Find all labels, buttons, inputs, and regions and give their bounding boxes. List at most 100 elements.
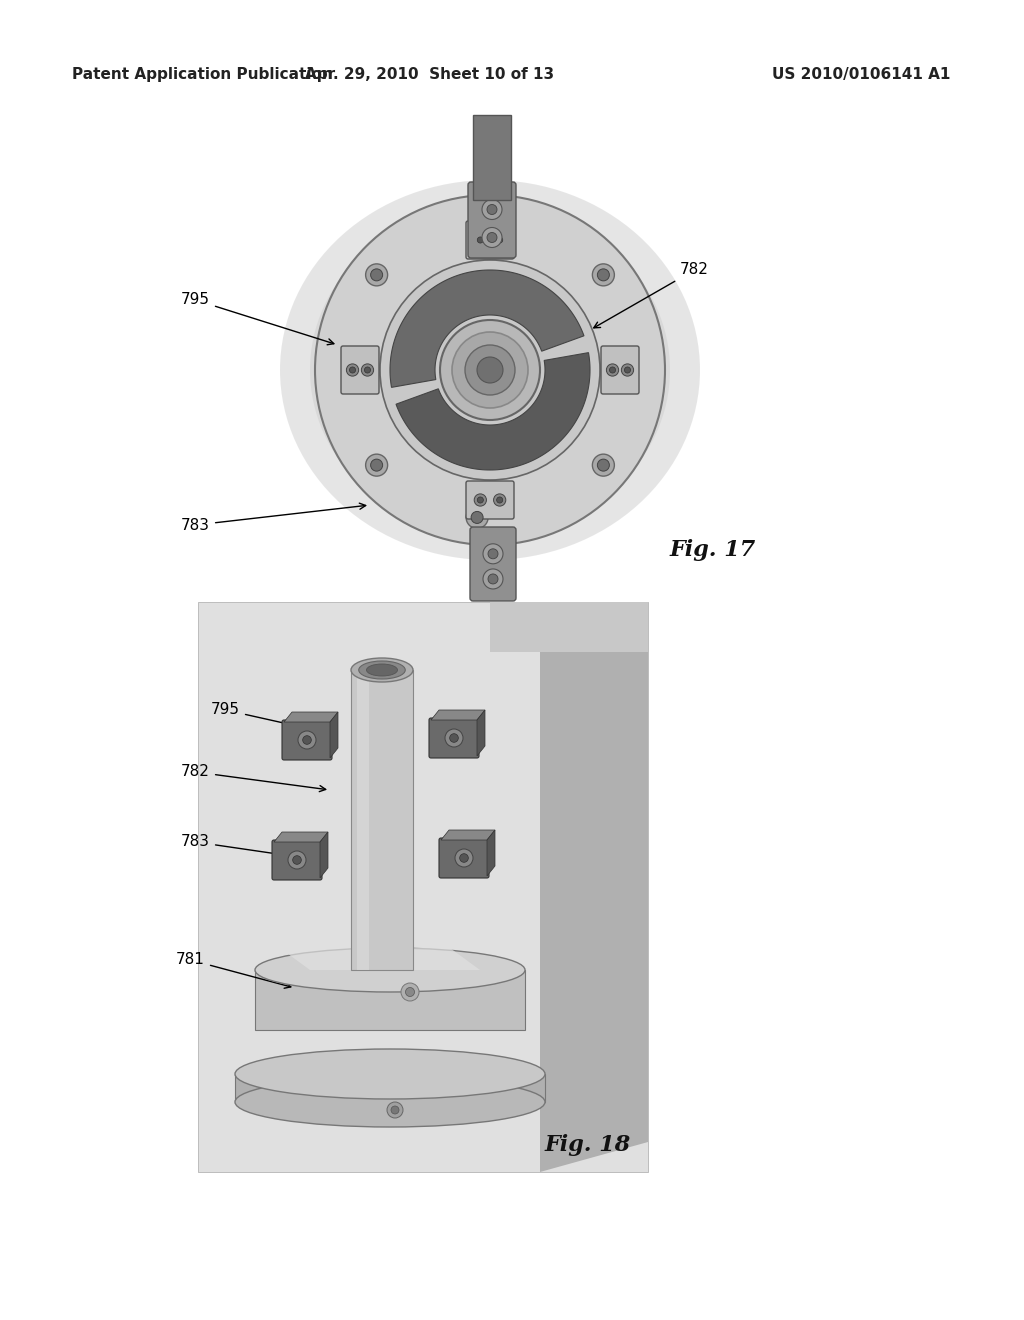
Circle shape	[494, 234, 506, 246]
Polygon shape	[490, 602, 648, 652]
Circle shape	[497, 216, 509, 228]
Polygon shape	[351, 671, 413, 970]
Circle shape	[366, 264, 388, 286]
Circle shape	[606, 364, 618, 376]
Polygon shape	[477, 710, 485, 756]
Text: Fig. 17: Fig. 17	[670, 539, 757, 561]
Text: Fig. 18: Fig. 18	[545, 1134, 631, 1156]
Polygon shape	[441, 830, 495, 840]
Ellipse shape	[310, 205, 670, 535]
Circle shape	[303, 735, 311, 744]
Polygon shape	[255, 970, 525, 1030]
Circle shape	[361, 364, 374, 376]
Circle shape	[487, 232, 497, 243]
Circle shape	[315, 195, 665, 545]
Polygon shape	[330, 711, 338, 758]
Ellipse shape	[234, 1077, 545, 1127]
Circle shape	[474, 234, 486, 246]
Circle shape	[494, 494, 506, 506]
Circle shape	[482, 199, 502, 219]
Circle shape	[592, 264, 614, 286]
Polygon shape	[198, 602, 648, 1172]
Polygon shape	[540, 612, 648, 1172]
Ellipse shape	[367, 664, 397, 676]
Circle shape	[477, 238, 483, 243]
Circle shape	[483, 569, 503, 589]
Circle shape	[597, 459, 609, 471]
Text: 795: 795	[211, 702, 310, 731]
Circle shape	[474, 494, 486, 506]
Ellipse shape	[255, 948, 525, 993]
Circle shape	[391, 1106, 399, 1114]
Circle shape	[406, 987, 415, 997]
Circle shape	[488, 549, 498, 558]
FancyBboxPatch shape	[466, 480, 514, 519]
Circle shape	[380, 260, 600, 480]
Circle shape	[298, 731, 316, 748]
Circle shape	[371, 459, 383, 471]
FancyBboxPatch shape	[468, 182, 516, 257]
Polygon shape	[357, 671, 369, 970]
Circle shape	[401, 983, 419, 1001]
Circle shape	[477, 496, 483, 503]
Circle shape	[455, 849, 473, 867]
FancyBboxPatch shape	[272, 840, 322, 880]
Ellipse shape	[234, 1049, 545, 1100]
Circle shape	[452, 333, 528, 408]
Circle shape	[440, 319, 540, 420]
Text: 782: 782	[181, 764, 326, 792]
FancyBboxPatch shape	[341, 346, 379, 393]
Circle shape	[460, 854, 468, 862]
Ellipse shape	[280, 180, 700, 560]
Text: US 2010/0106141 A1: US 2010/0106141 A1	[772, 67, 950, 82]
Circle shape	[592, 454, 614, 477]
Polygon shape	[390, 271, 584, 387]
Circle shape	[477, 356, 503, 383]
FancyBboxPatch shape	[470, 527, 516, 601]
Polygon shape	[396, 352, 590, 470]
Circle shape	[597, 269, 609, 281]
Circle shape	[488, 574, 498, 583]
Text: 783: 783	[181, 503, 366, 532]
FancyBboxPatch shape	[439, 838, 489, 878]
Circle shape	[622, 364, 634, 376]
FancyBboxPatch shape	[466, 220, 514, 259]
Circle shape	[365, 367, 371, 374]
Circle shape	[288, 851, 306, 869]
Polygon shape	[319, 832, 328, 878]
Circle shape	[346, 364, 358, 376]
FancyBboxPatch shape	[601, 346, 639, 393]
Circle shape	[483, 544, 503, 564]
Circle shape	[482, 227, 502, 248]
Circle shape	[466, 507, 488, 528]
Ellipse shape	[351, 657, 413, 682]
Circle shape	[465, 345, 515, 395]
Circle shape	[492, 211, 514, 234]
FancyBboxPatch shape	[429, 718, 479, 758]
Text: Patent Application Publication: Patent Application Publication	[72, 67, 333, 82]
Circle shape	[471, 511, 483, 524]
Polygon shape	[274, 832, 328, 842]
Text: 781: 781	[176, 953, 291, 989]
Circle shape	[387, 1102, 403, 1118]
Circle shape	[450, 734, 459, 742]
Text: Apr. 29, 2010  Sheet 10 of 13: Apr. 29, 2010 Sheet 10 of 13	[305, 67, 555, 82]
Polygon shape	[234, 1074, 545, 1102]
Circle shape	[366, 454, 388, 477]
Text: 795: 795	[181, 293, 334, 345]
Ellipse shape	[358, 661, 406, 678]
Circle shape	[371, 269, 383, 281]
Text: 782: 782	[594, 263, 709, 327]
Polygon shape	[284, 711, 338, 722]
Circle shape	[497, 496, 503, 503]
Circle shape	[609, 367, 615, 374]
Polygon shape	[431, 710, 485, 719]
FancyBboxPatch shape	[282, 719, 332, 760]
Circle shape	[625, 367, 631, 374]
Polygon shape	[473, 115, 511, 201]
Text: 783: 783	[181, 834, 301, 859]
Circle shape	[487, 205, 497, 214]
Circle shape	[497, 238, 503, 243]
Circle shape	[445, 729, 463, 747]
Circle shape	[349, 367, 355, 374]
